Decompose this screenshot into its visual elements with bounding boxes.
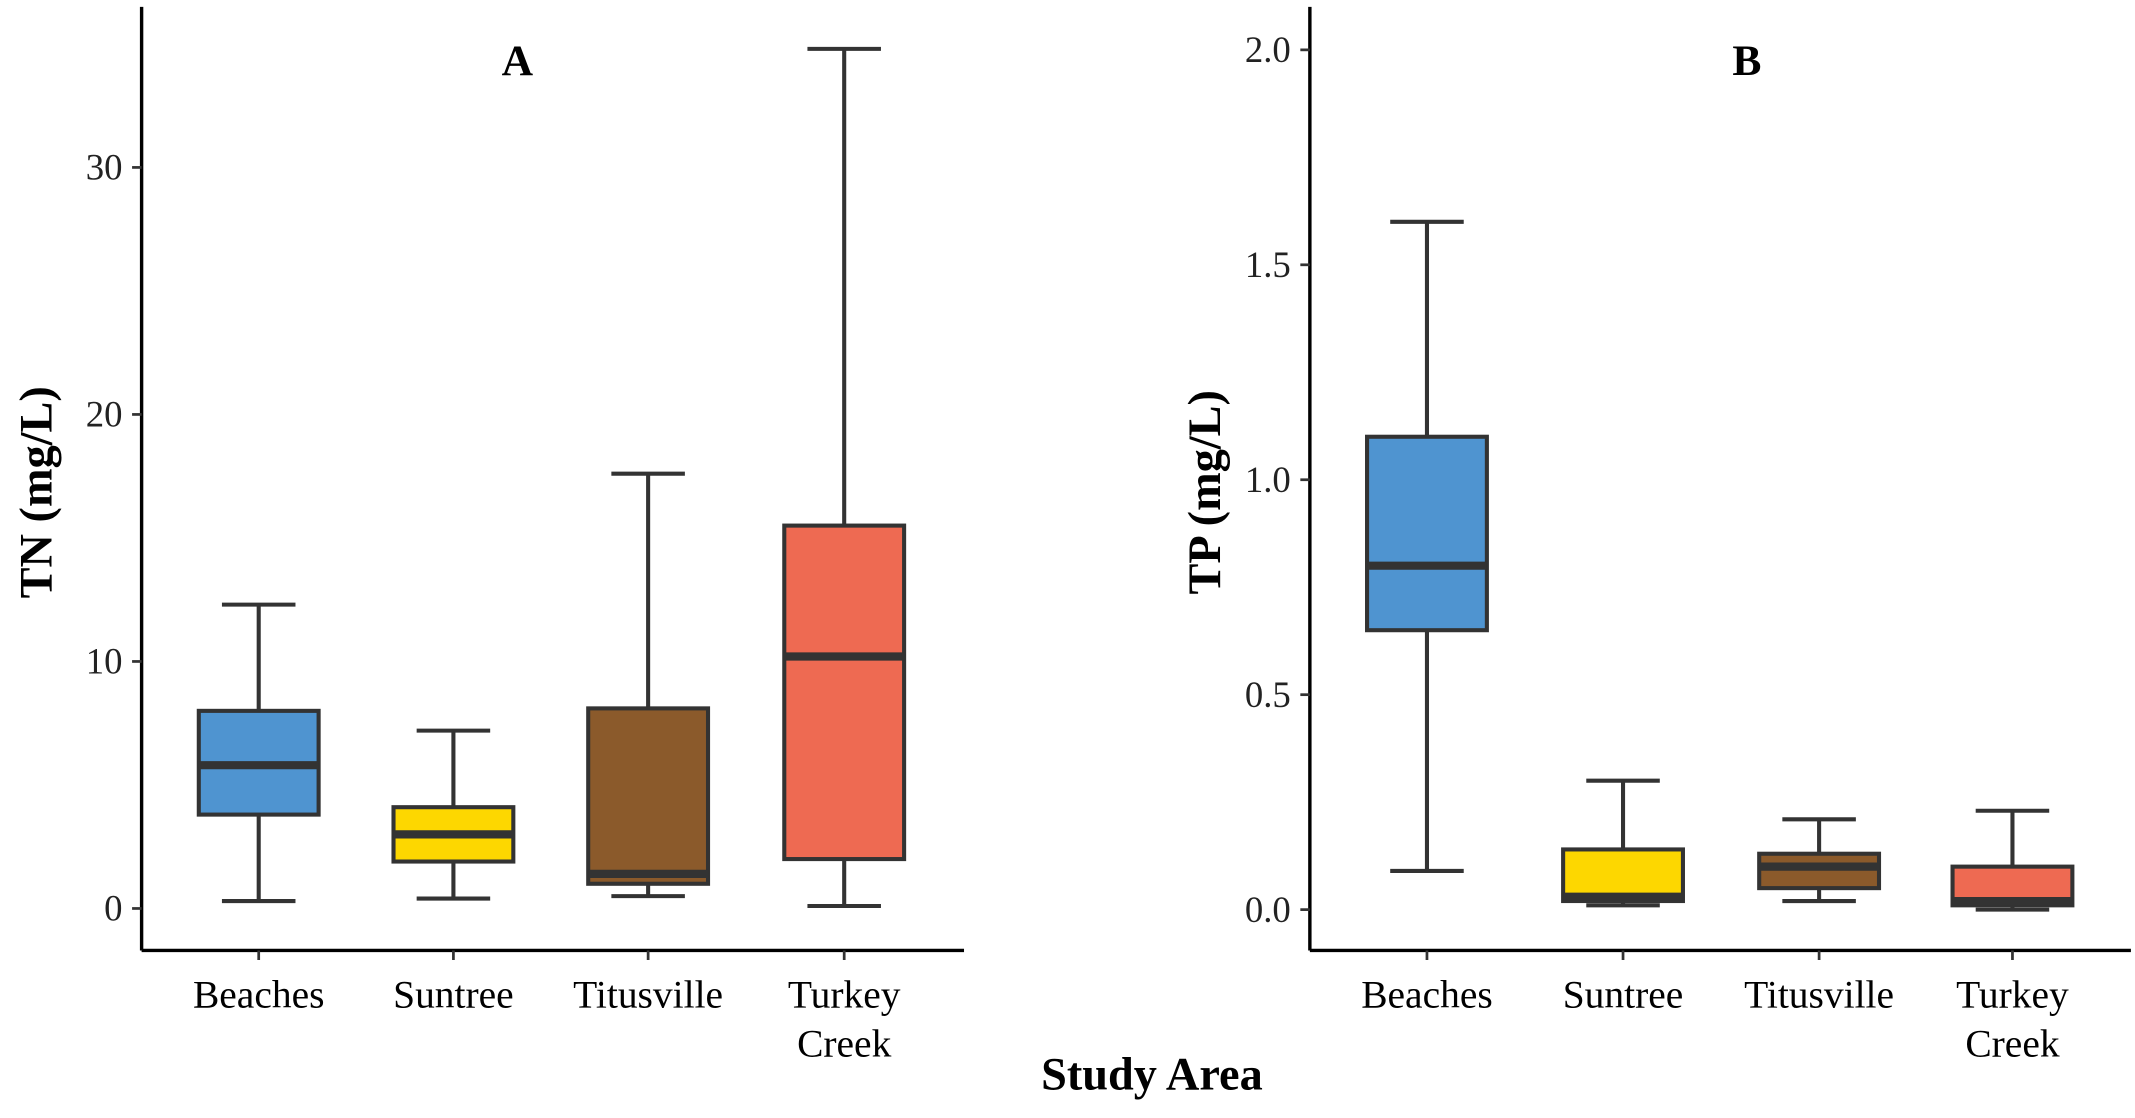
y-tick-label: 2.0 bbox=[1245, 29, 1291, 70]
iqr-box bbox=[1365, 434, 1489, 633]
y-axis-label: TN (mg/L) bbox=[12, 386, 63, 598]
box-beaches bbox=[196, 602, 321, 904]
panel-a: 0 10 20 30 Beaches Suntree Titusville Turkey Cre… bbox=[12, 6, 965, 1066]
iqr-box bbox=[586, 706, 711, 886]
y-tick-label: 10 bbox=[86, 641, 123, 682]
y-tick-label: 20 bbox=[86, 394, 123, 435]
x-tick-label: Titusville bbox=[1744, 973, 1894, 1017]
panel-title: B bbox=[1732, 37, 1761, 85]
box-suntree bbox=[1561, 778, 1685, 908]
iqr-box bbox=[1561, 847, 1685, 904]
box-titusville bbox=[586, 471, 711, 899]
panel-b: 0.0 0.5 1.0 1.5 2.0 Beaches Suntree Titusville T… bbox=[1180, 6, 2131, 1066]
y-tick-label: 1.5 bbox=[1245, 244, 1291, 285]
x-tick-label: Creek bbox=[1965, 1022, 2060, 1066]
x-axis-label: Study Area bbox=[1041, 1049, 1263, 1100]
x-tick-label: Beaches bbox=[193, 973, 325, 1017]
x-tick-label: Creek bbox=[797, 1022, 892, 1066]
y-tick-label: 0 bbox=[104, 888, 122, 929]
y-tick-label: 0.5 bbox=[1245, 674, 1291, 715]
x-tick-label: Beaches bbox=[1361, 973, 1493, 1017]
y-axis-label: TP (mg/L) bbox=[1180, 390, 1231, 594]
x-tick-label: Suntree bbox=[393, 973, 514, 1017]
x-tick-label: Turkey bbox=[1956, 973, 2069, 1017]
iqr-box bbox=[1757, 851, 1882, 891]
y-tick-label: 30 bbox=[86, 147, 123, 188]
y-tick-label: 1.0 bbox=[1245, 459, 1291, 500]
iqr-box bbox=[782, 523, 907, 862]
x-tick-label: Suntree bbox=[1563, 973, 1684, 1017]
box-beaches bbox=[1365, 219, 1489, 873]
box-turkey-creek bbox=[1950, 808, 2075, 912]
box-suntree bbox=[391, 728, 516, 901]
y-tick-label: 0.0 bbox=[1245, 889, 1291, 930]
box-turkey-creek bbox=[782, 46, 907, 909]
x-tick-label: Turkey bbox=[788, 973, 901, 1017]
panel-title: A bbox=[502, 37, 534, 85]
box-titusville bbox=[1757, 817, 1882, 904]
x-tick-label: Titusville bbox=[573, 973, 723, 1017]
